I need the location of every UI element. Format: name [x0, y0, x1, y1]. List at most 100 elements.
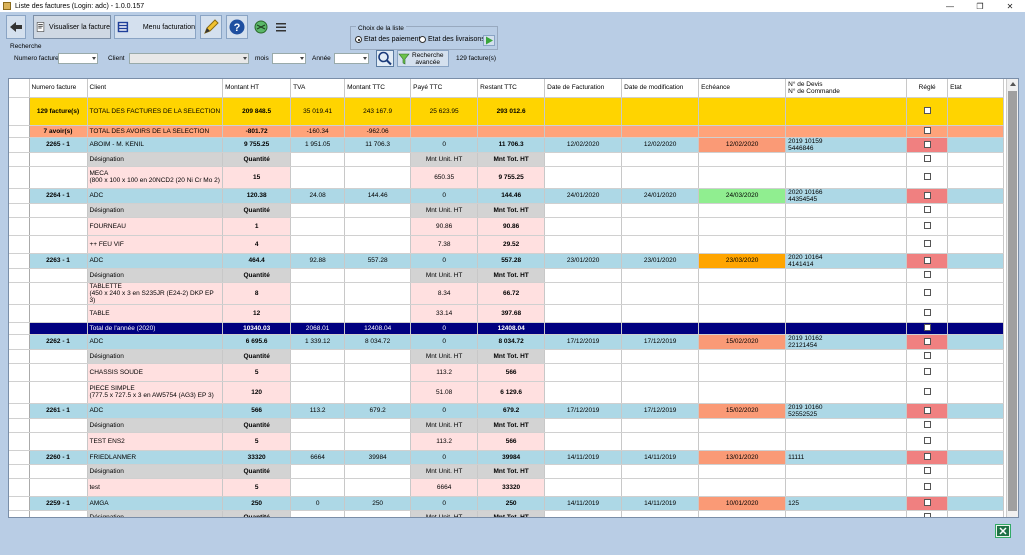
invoice-ttc: 250 — [344, 496, 412, 511]
settings-button[interactable] — [252, 15, 270, 39]
regle-checkbox[interactable] — [923, 499, 931, 507]
radio-button-checked[interactable] — [355, 36, 362, 43]
detail-line-row[interactable]: TABLE 12 33.14 397.68 — [9, 304, 1005, 323]
invoice-etat — [947, 188, 1005, 204]
detail-total-header: Mnt Tot. HT — [477, 203, 546, 218]
hamburger-menu-button[interactable] — [274, 15, 288, 39]
regle-checkbox[interactable] — [923, 107, 931, 115]
regle-checkbox[interactable] — [923, 406, 931, 414]
window-title: Liste des factures (Login: adc) - 1.0.0.… — [15, 2, 145, 10]
regle-checkbox[interactable] — [923, 388, 931, 396]
col-etat[interactable]: Etat — [947, 79, 1005, 98]
col-numero[interactable]: Numero facture — [29, 79, 88, 98]
regle-checkbox[interactable] — [923, 289, 931, 297]
regle-checkbox[interactable] — [923, 240, 931, 248]
detail-line-row[interactable]: TABLETTE (450 x 240 x 3 en S235JR (E24-2)… — [9, 282, 1005, 305]
edit-button[interactable] — [200, 15, 222, 39]
detail-line-row[interactable]: PIECE SIMPLE (777.5 x 727.5 x 3 en AW5754… — [9, 381, 1005, 404]
advanced-search-button[interactable]: Recherche avancée — [397, 50, 449, 67]
radio-button-unchecked[interactable] — [419, 36, 426, 43]
scrollbar-thumb[interactable] — [1008, 91, 1017, 511]
numero-facture-combo[interactable] — [58, 53, 98, 64]
regle-checkbox[interactable] — [923, 222, 931, 230]
regle-checkbox[interactable] — [923, 140, 931, 148]
col-paye-ttc[interactable]: Payé TTC — [410, 79, 479, 98]
col-date-facturation[interactable]: Date de Facturation — [544, 79, 623, 98]
col-tva[interactable]: TVA — [290, 79, 346, 98]
regle-checkbox[interactable] — [923, 483, 931, 491]
detail-total: 566 — [477, 432, 546, 451]
regle-checkbox[interactable] — [923, 437, 931, 445]
regle-checkbox[interactable] — [923, 324, 931, 332]
regle-checkbox[interactable] — [923, 271, 931, 279]
invoice-grid[interactable]: Numero facture Client Montant HT TVA Mon… — [8, 78, 1019, 518]
radio-etat-livraisons[interactable]: Etat des livraisons — [419, 36, 485, 43]
invoice-row[interactable]: 2260 - 1 FRIEDLANMER 33320 6664 39984 0 39984 1… — [9, 450, 1005, 465]
col-regle[interactable]: Réglé — [906, 79, 949, 98]
menu-facturation-button[interactable]: Menu facturation — [114, 15, 196, 39]
regle-checkbox[interactable] — [923, 368, 931, 376]
annee-combo[interactable] — [334, 53, 369, 64]
detail-line-row[interactable]: test 5 6664 33320 — [9, 478, 1005, 497]
total-factures-row[interactable]: 129 facture(s) TOTAL DES FACTURES DE LA … — [9, 97, 1005, 126]
vertical-scrollbar[interactable] — [1006, 79, 1018, 517]
regle-checkbox[interactable] — [923, 309, 931, 317]
maximize-button[interactable]: ❐ — [976, 1, 984, 11]
regle-checkbox[interactable] — [923, 206, 931, 214]
row-header — [9, 125, 30, 138]
invoice-row[interactable]: 2262 - 1 ADC 6 695.6 1 339.12 8 034.72 0 8 034… — [9, 334, 1005, 350]
detail-unit-header: Mnt Unit. HT — [410, 418, 479, 433]
search-button[interactable] — [376, 50, 394, 67]
detail-line-row[interactable]: TEST ENS2 5 113.2 566 — [9, 432, 1005, 451]
minimize-button[interactable]: — — [946, 1, 954, 11]
invoice-commande: 4141414 — [788, 260, 814, 268]
export-excel-button[interactable] — [995, 524, 1011, 538]
invoice-row[interactable]: 2264 - 1 ADC 120.38 24.08 144.46 0 144.46 24/01… — [9, 188, 1005, 204]
mois-combo[interactable] — [272, 53, 306, 64]
help-button[interactable]: ? — [226, 15, 248, 39]
detail-line-row[interactable]: FOURNEAU 1 90.86 90.86 — [9, 217, 1005, 236]
radio-etat-paiements[interactable]: Etat des paiements — [355, 36, 424, 43]
scroll-up-icon[interactable] — [1010, 82, 1016, 86]
col-date-modification[interactable]: Date de modification — [621, 79, 700, 98]
col-montant-ht[interactable]: Montant HT — [222, 79, 292, 98]
apply-choice-button[interactable] — [483, 35, 495, 46]
col-client[interactable]: Client — [87, 79, 224, 98]
invoice-row[interactable]: 2259 - 1 AMGA 250 0 250 0 250 14/11/2019 14/11/2… — [9, 496, 1005, 511]
regle-checkbox[interactable] — [923, 352, 931, 360]
invoice-devis: 2019 10162 — [788, 334, 823, 342]
invoice-date: 14/11/2019 — [544, 496, 623, 511]
regle-checkbox[interactable] — [923, 467, 931, 475]
detail-line-row[interactable]: CHASSIS SOUDE 5 113.2 566 — [9, 363, 1005, 382]
regle-checkbox[interactable] — [923, 155, 931, 163]
detail-line-row[interactable]: MECA (800 x 100 x 100 en 20NCD2 (20 Ni Cr… — [9, 166, 1005, 189]
detail-line-row[interactable]: ++ FEU VIF 4 7.38 29.52 — [9, 235, 1005, 254]
col-restant-ttc[interactable]: Restant TTC — [477, 79, 546, 98]
client-combo[interactable] — [129, 53, 249, 64]
back-arrow-icon — [10, 22, 22, 32]
col-montant-ttc[interactable]: Montant TTC — [344, 79, 412, 98]
regle-checkbox[interactable] — [923, 256, 931, 264]
invoice-row[interactable]: 2263 - 1 ADC 464.4 92.88 557.28 0 557.28 23/01/… — [9, 253, 1005, 269]
total-avoirs-row[interactable]: 7 avoir(s) TOTAL DES AVOIRS DE LA SELECT… — [9, 125, 1005, 138]
col-echeance[interactable]: Echéance — [698, 79, 787, 98]
regle-checkbox[interactable] — [923, 421, 931, 429]
regle-checkbox[interactable] — [923, 513, 931, 517]
col-devis-commande[interactable]: N° de Devis N° de Commande — [785, 79, 908, 98]
detail-quantite-header: Quantité — [222, 349, 292, 364]
detail-unit-header: Mnt Unit. HT — [410, 464, 479, 479]
regle-checkbox[interactable] — [923, 191, 931, 199]
invoice-ttc: 39984 — [344, 450, 412, 465]
invoice-row[interactable]: 2261 - 1 ADC 566 113.2 679.2 0 679.2 17/12/2019… — [9, 403, 1005, 419]
regle-checkbox[interactable] — [923, 337, 931, 345]
invoice-row[interactable]: 2265 - 1 ABOIM - M. KENIL 9 755.25 1 951.05… — [9, 137, 1005, 153]
close-button[interactable]: ✕ — [1006, 1, 1014, 11]
back-button[interactable] — [6, 15, 26, 39]
regle-checkbox[interactable] — [923, 127, 931, 135]
visualiser-facture-button[interactable]: Visualiser la facture — [33, 15, 111, 39]
year-total-row[interactable]: Total de l'année (2020) 10340.03 2068.01 12… — [9, 322, 1005, 335]
regle-checkbox[interactable] — [923, 453, 931, 461]
invoice-modif-date: 14/11/2019 — [621, 450, 700, 465]
regle-checkbox[interactable] — [923, 173, 931, 181]
detail-quantite: 1 — [222, 217, 292, 236]
